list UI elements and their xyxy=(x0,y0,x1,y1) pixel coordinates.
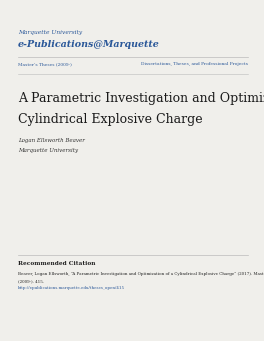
Text: Recommended Citation: Recommended Citation xyxy=(18,261,96,266)
Text: http://epublications.marquette.edu/theses_open/415: http://epublications.marquette.edu/these… xyxy=(18,286,125,290)
Text: A Parametric Investigation and Optimization of a: A Parametric Investigation and Optimizat… xyxy=(18,92,264,105)
Text: Marquette University: Marquette University xyxy=(18,30,82,35)
Text: e-Publications@Marquette: e-Publications@Marquette xyxy=(18,40,160,49)
Text: Dissertations, Theses, and Professional Projects: Dissertations, Theses, and Professional … xyxy=(141,62,248,66)
Text: Logan Ellsworth Beaver: Logan Ellsworth Beaver xyxy=(18,138,85,143)
Text: Beaver, Logan Ellsworth, “A Parametric Investigation and Optimization of a Cylin: Beaver, Logan Ellsworth, “A Parametric I… xyxy=(18,272,264,276)
Text: Marquette University: Marquette University xyxy=(18,148,78,153)
Text: Cylindrical Explosive Charge: Cylindrical Explosive Charge xyxy=(18,113,203,126)
Text: (2009-). 415.: (2009-). 415. xyxy=(18,279,44,283)
Text: Master’s Theses (2009-): Master’s Theses (2009-) xyxy=(18,62,72,66)
